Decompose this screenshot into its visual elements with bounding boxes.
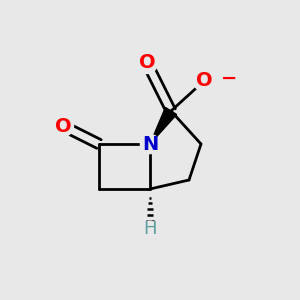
Circle shape — [194, 70, 214, 92]
Text: O: O — [55, 116, 71, 136]
Text: N: N — [142, 134, 158, 154]
Polygon shape — [150, 107, 177, 144]
Text: −: − — [221, 68, 238, 88]
Circle shape — [142, 221, 158, 238]
Circle shape — [140, 134, 160, 154]
Text: H: H — [143, 220, 157, 238]
Circle shape — [52, 116, 74, 136]
Circle shape — [136, 52, 158, 74]
Text: O: O — [196, 71, 212, 91]
Text: O: O — [139, 53, 155, 73]
